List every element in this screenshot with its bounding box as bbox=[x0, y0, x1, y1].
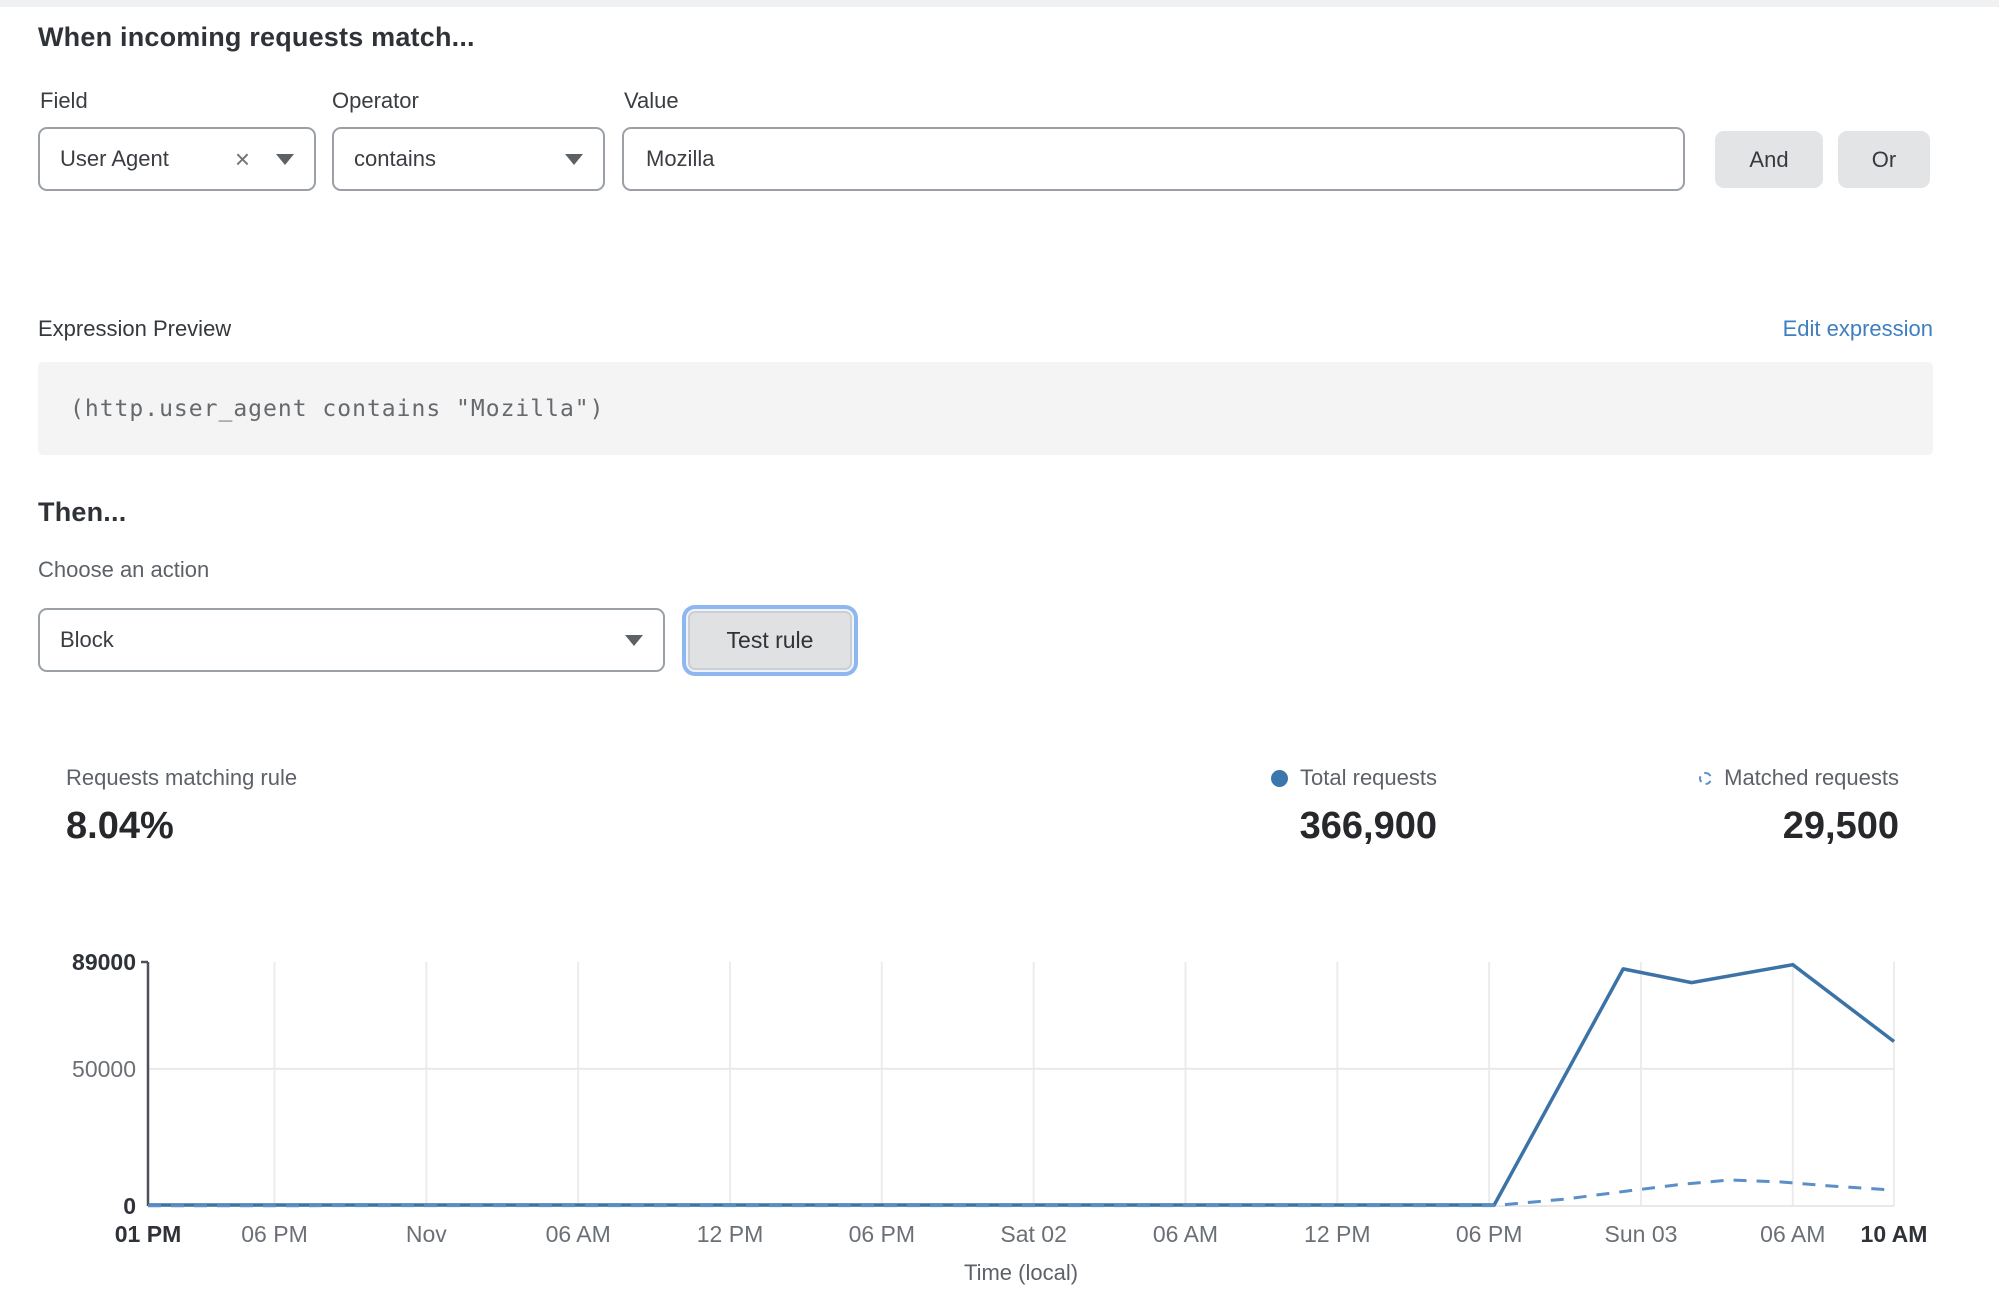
expression-code: (http.user_agent contains "Mozilla") bbox=[70, 395, 605, 422]
action-select[interactable]: Block bbox=[38, 608, 665, 672]
section-heading-when-match: When incoming requests match... bbox=[38, 22, 475, 52]
total-requests-legend-dot-icon bbox=[1271, 769, 1289, 787]
expression-preview-box: (http.user_agent contains "Mozilla") bbox=[38, 362, 1933, 455]
stat-matched-requests: Matched requests 29,500 bbox=[1699, 765, 1899, 848]
stat-total-requests: Total requests 366,900 bbox=[1271, 765, 1437, 848]
x-tick-label: Sun 03 bbox=[1605, 1221, 1678, 1247]
operator-select-value: contains bbox=[354, 146, 436, 171]
x-tick-label: 01 PM bbox=[115, 1221, 181, 1247]
operator-label: Operator bbox=[332, 88, 419, 113]
stat-label: Matched requests bbox=[1724, 765, 1899, 790]
value-label: Value bbox=[624, 88, 679, 113]
y-tick-label: 0 bbox=[123, 1193, 136, 1219]
field-select[interactable]: User Agent × bbox=[38, 127, 316, 191]
x-tick-label: 12 PM bbox=[1304, 1221, 1370, 1247]
or-button[interactable]: Or bbox=[1838, 131, 1930, 188]
x-tick-label: 06 PM bbox=[1456, 1221, 1522, 1247]
expression-preview-label: Expression Preview bbox=[38, 316, 232, 341]
x-tick-label: Sat 02 bbox=[1000, 1221, 1067, 1247]
x-tick-label: 12 PM bbox=[697, 1221, 763, 1247]
matched-requests-legend-circle-icon bbox=[1699, 771, 1713, 785]
operator-select[interactable]: contains bbox=[332, 127, 605, 191]
edit-expression-link[interactable]: Edit expression bbox=[1782, 316, 1933, 341]
value-input[interactable] bbox=[622, 127, 1685, 191]
x-axis-title: Time (local) bbox=[964, 1260, 1078, 1285]
series-dashed-line bbox=[147, 1178, 1895, 1208]
y-tick-label: 50000 bbox=[72, 1056, 136, 1082]
stat-value: 8.04% bbox=[66, 805, 174, 847]
x-tick-label: 10 AM bbox=[1861, 1221, 1928, 1247]
x-tick-label: 06 PM bbox=[849, 1221, 915, 1247]
stat-value: 29,500 bbox=[1782, 805, 1899, 847]
and-button[interactable]: And bbox=[1715, 131, 1823, 188]
section-heading-then: Then... bbox=[38, 497, 127, 527]
field-label: Field bbox=[40, 88, 88, 113]
requests-line-chart: 0 50000 89000 01 PM 06 PM Nov 06 AM 12 PM 06 PM S… bbox=[38, 945, 1935, 1293]
stat-label: Total requests bbox=[1300, 765, 1437, 790]
stat-requests-matching-rule: Requests matching rule 8.04% bbox=[66, 765, 297, 848]
chevron-down-icon bbox=[565, 153, 583, 165]
x-tick-label: 06 AM bbox=[1760, 1221, 1825, 1247]
stat-label: Requests matching rule bbox=[66, 765, 298, 790]
x-tick-label: 06 AM bbox=[546, 1221, 611, 1247]
series-solid-line bbox=[148, 962, 1896, 1207]
stat-value: 366,900 bbox=[1299, 805, 1437, 847]
x-tick-label: 06 PM bbox=[241, 1221, 307, 1247]
chevron-down-icon bbox=[276, 153, 294, 165]
page-top-edge bbox=[0, 0, 1999, 7]
y-tick-label: 89000 bbox=[72, 949, 136, 975]
chevron-down-icon bbox=[625, 634, 643, 646]
x-tick-label: 06 AM bbox=[1153, 1221, 1218, 1247]
test-rule-button[interactable]: Test rule bbox=[688, 611, 852, 670]
field-select-value: User Agent bbox=[60, 146, 169, 171]
clear-field-icon[interactable]: × bbox=[234, 144, 250, 174]
x-tick-label: Nov bbox=[406, 1221, 447, 1247]
action-select-value: Block bbox=[60, 627, 114, 652]
choose-action-label: Choose an action bbox=[38, 557, 210, 582]
chart-canvas: 0 50000 89000 01 PM 06 PM Nov 06 AM 12 PM 06 PM S… bbox=[72, 949, 1928, 1285]
